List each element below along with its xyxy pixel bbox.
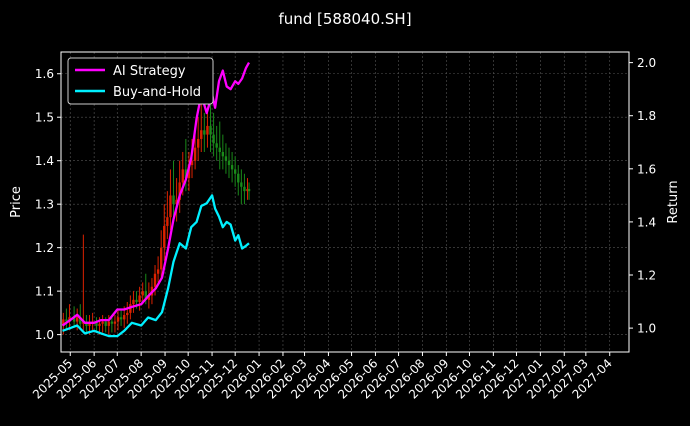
- candle-body: [181, 169, 184, 183]
- candle-body: [184, 169, 188, 179]
- candle-body: [169, 195, 172, 218]
- candle-body: [203, 130, 206, 135]
- y-tick-label-left: 1.4: [35, 154, 54, 168]
- candle-body: [218, 147, 221, 152]
- candle-body: [159, 247, 163, 270]
- y-tick-label-left: 1.6: [35, 67, 54, 81]
- candle-body: [138, 295, 141, 302]
- y-tick-label-right: 1.0: [637, 322, 656, 336]
- series-line-ai-strategy: [61, 62, 251, 327]
- candle-body: [156, 269, 160, 274]
- candle-body: [206, 125, 209, 135]
- candle-body: [227, 160, 231, 166]
- candle-body: [79, 317, 82, 324]
- candle-body: [135, 299, 138, 302]
- candle-body: [230, 165, 234, 170]
- candle-body: [101, 321, 104, 324]
- candle-body: [246, 188, 249, 192]
- series-line-buy-and-hold: [62, 194, 250, 338]
- candle-body: [163, 225, 166, 248]
- candle-body: [65, 319, 68, 322]
- candle-body: [200, 130, 203, 139]
- candle-body: [166, 217, 169, 226]
- y-axis-label-left: Price: [9, 186, 24, 218]
- candle-body: [196, 138, 200, 148]
- candle-body: [172, 195, 175, 205]
- candle-body: [224, 156, 228, 161]
- candle-body: [72, 317, 76, 322]
- candle-body: [113, 321, 117, 324]
- y-tick-label-right: 1.4: [637, 215, 656, 229]
- candle-body: [237, 173, 240, 183]
- y-tick-label-right: 1.6: [637, 162, 656, 176]
- candle-body: [247, 188, 251, 192]
- candle-body: [98, 323, 101, 326]
- chart-title: fund [588040.SH]: [278, 10, 411, 28]
- candle-body: [119, 317, 123, 320]
- y-tick-label-right: 1.8: [637, 109, 656, 123]
- y-tick-label-right: 2.0: [637, 56, 656, 70]
- candle-body: [209, 125, 212, 135]
- candle-body: [110, 321, 114, 324]
- candle-body: [126, 312, 129, 316]
- candle-body: [153, 273, 157, 287]
- candle-body: [95, 321, 98, 326]
- candle-body: [240, 182, 243, 187]
- candle-body: [233, 169, 237, 174]
- candle-body: [132, 299, 135, 305]
- y-tick-label-left: 1.2: [35, 241, 54, 255]
- candle-body: [75, 317, 79, 322]
- candle-body: [190, 160, 194, 166]
- candle-body: [243, 186, 246, 192]
- y-tick-label-left: 1.5: [35, 111, 54, 125]
- candle-body: [193, 147, 197, 161]
- legend: AI Strategy Buy-and-Hold: [67, 57, 214, 105]
- candle-body: [178, 182, 181, 200]
- legend-label-buy-and-hold: Buy-and-Hold: [113, 85, 201, 100]
- candle-body: [107, 321, 110, 326]
- y-axis-label-right: Return: [666, 180, 681, 223]
- candle-body: [104, 321, 107, 326]
- series-layer: [61, 62, 251, 338]
- candle-body: [62, 319, 65, 326]
- candle-body: [122, 315, 126, 320]
- candle-body: [141, 291, 144, 296]
- legend-label-ai-strategy: AI Strategy: [113, 64, 186, 79]
- candle-body: [215, 143, 218, 148]
- candle-body: [144, 291, 147, 300]
- candle-body: [175, 199, 178, 205]
- candle-body: [116, 317, 120, 322]
- candle-body: [147, 295, 151, 300]
- y-tick-label-right: 1.2: [637, 269, 656, 283]
- candle-body: [221, 152, 225, 157]
- plot-frame: [60, 51, 630, 353]
- y-tick-label-left: 1.0: [35, 328, 54, 342]
- candle-body: [212, 134, 215, 144]
- y-tick-label-left: 1.3: [35, 198, 54, 212]
- y-tick-label-left: 1.1: [35, 285, 54, 299]
